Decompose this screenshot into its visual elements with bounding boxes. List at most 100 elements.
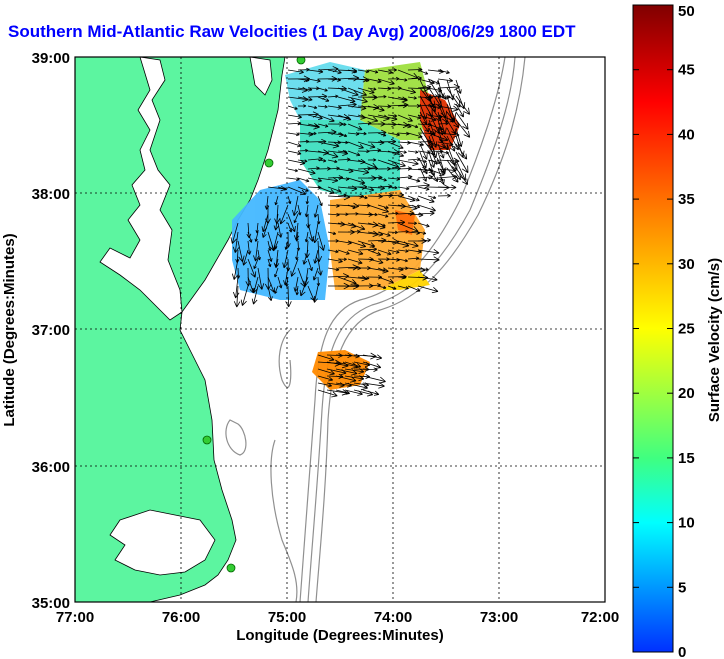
velocity-arrow	[317, 114, 335, 123]
velocity-arrow	[317, 368, 335, 376]
velocity-arrow	[242, 249, 249, 266]
velocity-arrow	[437, 135, 449, 151]
velocity-arrow	[437, 159, 445, 173]
velocity-arrow	[274, 267, 279, 278]
velocity-arrow	[377, 204, 389, 210]
velocity-arrow	[257, 267, 265, 290]
velocity-arrow	[377, 231, 391, 237]
velocity-arrow	[397, 240, 419, 248]
velocity-arrow	[297, 186, 309, 192]
velocity-arrow	[362, 382, 385, 389]
velocity-arrow	[307, 105, 318, 110]
velocity-arrow	[317, 258, 323, 276]
velocity-arrow	[317, 231, 326, 251]
velocity-arrow	[302, 249, 309, 265]
velocity-arrow	[417, 195, 435, 203]
colorbar-tick-label: 40	[678, 126, 695, 143]
velocity-arrow	[455, 143, 468, 160]
velocity-arrow	[337, 257, 347, 262]
velocity-arrow	[397, 114, 413, 122]
velocity-arrow	[427, 195, 437, 200]
velocity-arrow	[292, 195, 299, 217]
velocity-arrow	[287, 213, 296, 233]
velocity-arrow	[417, 238, 431, 243]
colorbar-gradient	[632, 4, 674, 653]
velocity-arrow	[317, 129, 337, 136]
velocity-arrow	[428, 167, 439, 183]
colorbar-tick-label: 25	[678, 321, 695, 338]
velocity-arrow	[417, 69, 429, 75]
velocity-arrow	[252, 276, 259, 294]
velocity-arrow	[397, 186, 410, 191]
velocity-arrow	[287, 177, 300, 182]
velocity-arrow	[327, 249, 339, 254]
colorbar-tick-label: 20	[678, 385, 695, 402]
velocity-arrow	[407, 195, 420, 202]
velocity-arrow	[297, 104, 307, 108]
velocity-arrow	[297, 204, 302, 216]
velocity-arrow	[347, 87, 367, 97]
velocity-arrow	[312, 222, 319, 244]
velocity-arrow	[417, 267, 429, 272]
velocity-arrow	[274, 285, 279, 294]
velocity-arrow	[231, 258, 239, 280]
velocity-arrow	[387, 150, 405, 158]
velocity-arrow	[437, 184, 457, 191]
velocity-arrow	[337, 96, 356, 104]
velocity-arrow	[347, 96, 368, 104]
velocity-arrow	[367, 87, 377, 91]
velocity-arrow	[257, 249, 261, 261]
velocity-arrow	[419, 167, 427, 182]
velocity-arrow	[285, 285, 292, 308]
velocity-arrow	[247, 258, 257, 278]
velocity-arrow	[307, 166, 320, 171]
velocity-arrow	[397, 258, 409, 263]
velocity-arrow	[417, 256, 440, 263]
velocity-arrow	[357, 69, 370, 74]
velocity-arrow	[327, 231, 337, 235]
velocity-arrow	[297, 96, 313, 102]
velocity-arrow	[357, 195, 368, 200]
velocity-arrow	[317, 375, 334, 382]
velocity-arrow	[337, 122, 347, 127]
bathymetry-contours	[225, 57, 526, 602]
velocity-arrow	[347, 204, 356, 209]
velocity-arrow	[417, 231, 427, 235]
velocity-arrow	[347, 249, 364, 256]
velocity-arrow	[273, 240, 279, 250]
x-axis-label: Longitude (Degrees:Minutes)	[236, 627, 444, 644]
velocity-arrow	[307, 131, 317, 136]
velocity-arrow	[307, 114, 323, 120]
x-tick-label: 72:00	[581, 609, 619, 626]
velocity-arrow	[455, 151, 469, 174]
velocity-arrow	[357, 103, 380, 111]
velocity-arrow	[307, 149, 330, 156]
velocity-arrow	[307, 258, 313, 272]
velocity-arrow	[437, 167, 445, 185]
velocity-arrow	[293, 213, 299, 224]
velocity-arrow	[287, 195, 292, 205]
velocity-arrow	[455, 111, 469, 130]
x-tick-label: 77:00	[56, 609, 94, 626]
velocity-arrow	[312, 267, 319, 281]
radar-station	[264, 158, 274, 168]
velocity-arrow	[317, 159, 327, 163]
velocity-arrow	[367, 95, 377, 99]
velocity-arrow	[428, 143, 438, 165]
colorbar-label: Surface Velocity (cm/s)	[706, 258, 723, 422]
velocity-arrow	[387, 114, 398, 118]
velocity-arrow	[377, 132, 387, 137]
velocity-arrow	[277, 222, 283, 238]
velocity-arrow	[312, 285, 319, 303]
velocity-arrow	[326, 373, 344, 380]
x-tick-label: 74:00	[374, 609, 412, 626]
colorbar-tick-label: 30	[678, 256, 695, 273]
y-tick-label: 36:00	[32, 459, 70, 476]
velocity-arrow	[337, 249, 350, 255]
velocity-arrow	[362, 354, 383, 361]
velocity-arrow	[407, 256, 420, 261]
velocity-arrow	[327, 273, 350, 280]
velocity-arrow	[347, 150, 361, 157]
velocity-arrow	[407, 150, 419, 154]
